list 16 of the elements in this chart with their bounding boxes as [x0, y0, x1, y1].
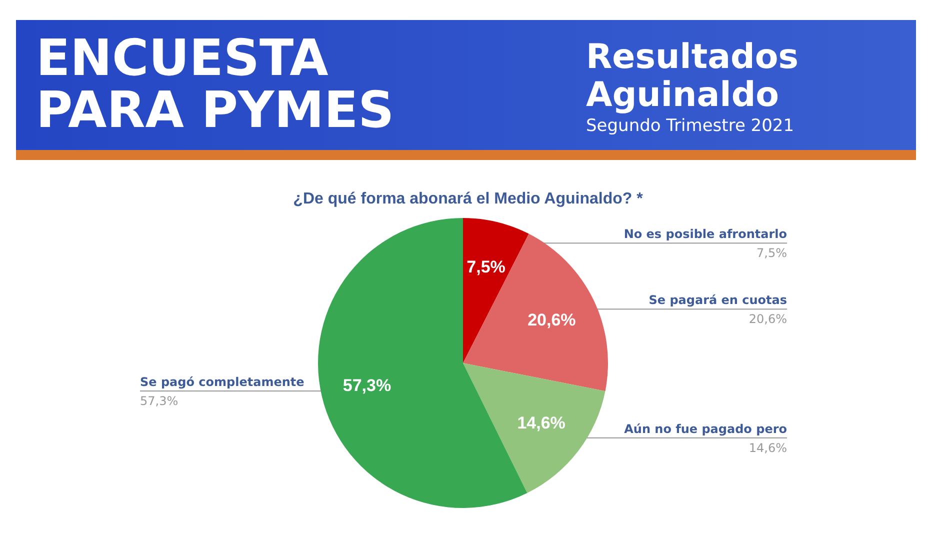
data-label: 57,3% [140, 394, 178, 408]
text: 7,5% [466, 258, 506, 277]
chart-subtitle: Resultados Aguinaldo [586, 37, 800, 115]
text: ¿De qué forma abonará el Medio Aguinaldo? * [293, 190, 644, 208]
slice-label: Se pagó completamente [140, 375, 304, 390]
data-label: 14,6% [748, 440, 787, 455]
data-label: 7,5% [756, 246, 787, 260]
text: 57,3% [342, 376, 392, 395]
slice-label: Aún no fue pagado pero [624, 422, 787, 436]
chart-title: ENCUESTA PARA PYMES [36, 29, 396, 139]
slice-label: Se pagará en cuotas [648, 293, 787, 308]
text: Segundo Trimestre 2021 [586, 116, 796, 136]
slice-label: No es posible afrontarlo [624, 227, 787, 242]
data-label: 20,6% [748, 312, 787, 326]
text: 20,6% [528, 310, 576, 330]
text: 14,6% [517, 413, 566, 432]
